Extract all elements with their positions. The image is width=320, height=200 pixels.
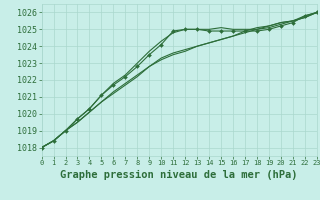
X-axis label: Graphe pression niveau de la mer (hPa): Graphe pression niveau de la mer (hPa) <box>60 170 298 180</box>
